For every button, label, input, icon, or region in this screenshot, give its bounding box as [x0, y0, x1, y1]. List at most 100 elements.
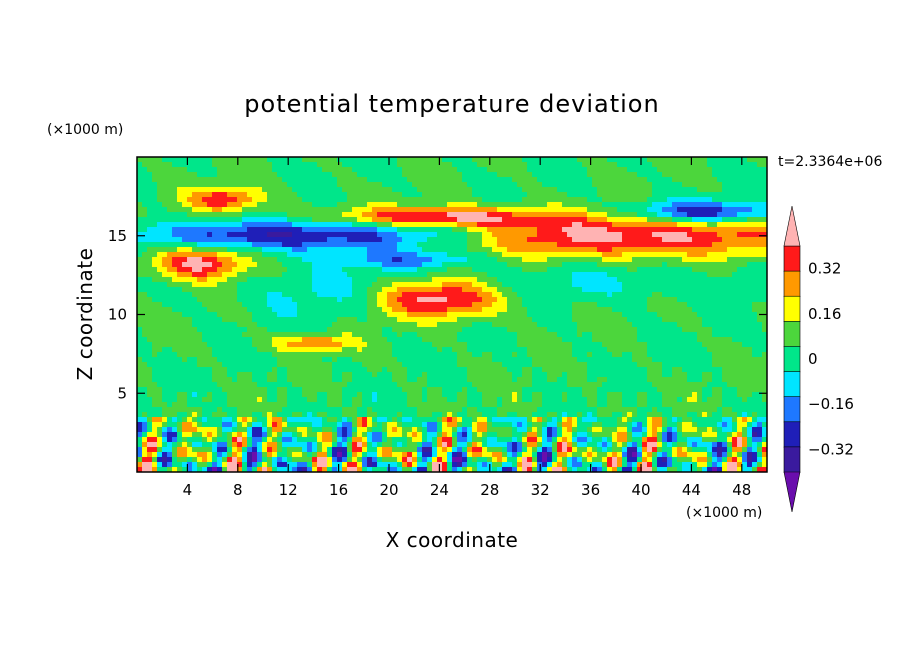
field-cell [527, 227, 533, 233]
field-cell [337, 262, 343, 268]
field-cell [292, 317, 298, 323]
field-cell [417, 262, 423, 268]
field-cell [512, 342, 518, 348]
field-cell [497, 347, 503, 353]
field-cell [432, 247, 438, 253]
field-cell [137, 227, 143, 233]
field-cell [272, 352, 278, 358]
field-cell [222, 297, 228, 303]
field-cell [452, 322, 458, 328]
field-cell [367, 157, 373, 163]
field-cell [227, 307, 233, 313]
field-cell [747, 242, 753, 248]
field-cell [147, 167, 153, 173]
field-cell [407, 242, 413, 248]
field-cell [627, 162, 633, 168]
field-cell [217, 277, 223, 283]
field-cell [462, 302, 468, 308]
field-cell [237, 167, 243, 173]
field-cell [732, 317, 738, 323]
field-cell [417, 297, 423, 303]
field-cell [252, 227, 258, 233]
field-cell [417, 167, 423, 173]
field-cell [757, 317, 763, 323]
field-cell [287, 312, 293, 318]
field-cell [722, 172, 728, 178]
field-cell [717, 297, 723, 303]
field-cell [197, 347, 203, 353]
field-cell [722, 317, 728, 323]
field-cell [307, 347, 313, 353]
field-cell [417, 317, 423, 323]
field-cell [552, 222, 558, 228]
field-cell [267, 347, 273, 353]
field-cell [437, 212, 443, 218]
field-cell [587, 262, 593, 268]
field-cell [552, 237, 558, 243]
field-cell [137, 207, 143, 213]
field-cell [327, 292, 333, 298]
field-cell [552, 232, 558, 238]
field-cell [227, 252, 233, 258]
field-cell [312, 287, 318, 293]
field-cell [147, 302, 153, 308]
field-cell [312, 267, 318, 273]
field-cell [592, 347, 598, 353]
field-cell [747, 332, 753, 338]
field-cell [372, 177, 378, 183]
field-cell [227, 197, 233, 203]
field-cell [262, 232, 268, 238]
field-cell [422, 257, 428, 263]
field-cell [402, 242, 408, 248]
field-cell [517, 352, 523, 358]
field-cell [637, 202, 643, 208]
field-cell [732, 177, 738, 183]
field-cell [167, 242, 173, 248]
field-cell [442, 332, 448, 338]
field-cell [232, 302, 238, 308]
field-cell [187, 267, 193, 273]
field-cell [432, 177, 438, 183]
field-cell [752, 252, 758, 258]
field-cell [267, 292, 273, 298]
field-cell [312, 257, 318, 263]
field-cell [177, 247, 183, 253]
field-cell [597, 252, 603, 258]
field-cell [692, 322, 698, 328]
field-cell [157, 157, 163, 163]
field-cell [732, 302, 738, 308]
field-cell [437, 342, 443, 348]
field-cell [207, 247, 213, 253]
field-cell [157, 302, 163, 308]
field-cell [647, 277, 653, 283]
field-cell [712, 172, 718, 178]
field-cell [452, 252, 458, 258]
field-cell [272, 177, 278, 183]
field-cell [352, 182, 358, 188]
field-cell [277, 212, 283, 218]
field-cell [652, 262, 658, 268]
field-cell [727, 287, 733, 293]
field-cell [267, 242, 273, 248]
field-cell [602, 182, 608, 188]
field-cell [632, 212, 638, 218]
field-cell [572, 317, 578, 323]
field-cell [437, 307, 443, 313]
field-cell [482, 262, 488, 268]
field-cell [707, 287, 713, 293]
field-cell [522, 297, 528, 303]
field-cell [322, 157, 328, 163]
field-cell [577, 332, 583, 338]
field-cell [167, 157, 173, 163]
field-cell [762, 217, 767, 223]
field-cell [757, 192, 763, 198]
field-cell [557, 272, 563, 278]
field-cell [502, 302, 508, 308]
field-cell [147, 202, 153, 208]
field-cell [227, 282, 233, 288]
field-cell [467, 282, 473, 288]
field-cell [267, 257, 273, 263]
field-cell [462, 182, 468, 188]
field-cell [602, 317, 608, 323]
field-cell [757, 247, 763, 253]
